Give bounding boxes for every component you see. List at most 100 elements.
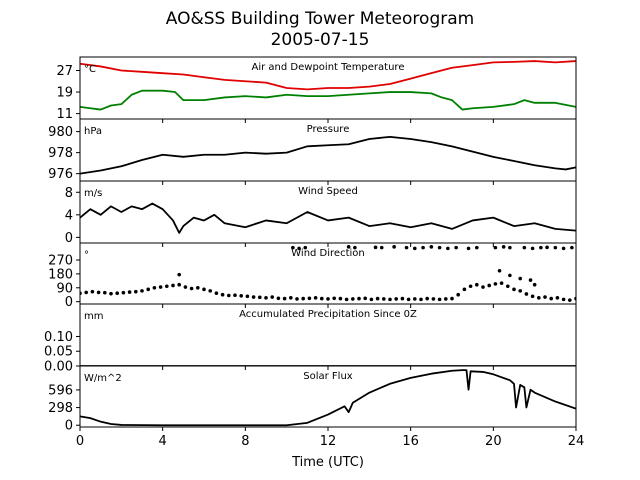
point-wdir-56	[425, 296, 430, 301]
y-tick-label-temp-2: 27	[56, 64, 73, 79]
point-wdir-103	[530, 246, 535, 251]
point-wdir-70	[512, 287, 516, 292]
point-wdir-107	[561, 246, 566, 251]
point-wdir-37	[307, 296, 312, 301]
point-wdir-4	[103, 290, 107, 295]
point-wdir-81	[177, 272, 181, 277]
point-wdir-76	[549, 296, 553, 301]
series-line-solar-0	[80, 369, 576, 427]
point-wdir-110	[508, 273, 512, 278]
chart-title: AO&SS Building Tower Meteorogram	[166, 9, 474, 29]
y-tick-label-wspd-0: 0	[65, 231, 73, 246]
point-wdir-47	[369, 297, 374, 302]
point-wdir-97	[466, 246, 471, 251]
point-wdir-57	[431, 297, 436, 301]
panel-solar: 0 298 596 Solar Flux W/m^2	[48, 365, 577, 434]
y-tick-label-solar-2: 596	[48, 383, 73, 398]
y-tick-label-prec-2: 0.10	[44, 330, 73, 345]
panel-unit-solar: W/m^2	[84, 373, 122, 384]
point-wdir-104	[539, 245, 543, 250]
point-wdir-96	[454, 245, 458, 250]
point-wdir-93	[429, 245, 434, 249]
y-tick-label-pres-1: 978	[48, 146, 73, 161]
point-wdir-101	[508, 245, 512, 250]
point-wdir-64	[475, 282, 479, 287]
point-wdir-15	[171, 283, 175, 288]
y-tick-label-pres-2: 980	[48, 125, 73, 140]
x-tick-label-5: 20	[485, 434, 502, 449]
y-tick-label-temp-1: 19	[56, 86, 73, 101]
point-wdir-36	[301, 296, 306, 301]
point-wdir-51	[394, 297, 399, 301]
panel-unit-prec: mm	[84, 311, 103, 322]
point-wdir-106	[553, 245, 558, 250]
point-wdir-58	[437, 297, 442, 302]
series-line-temp-0	[80, 60, 576, 91]
x-tick-label-2: 8	[241, 434, 249, 449]
point-wdir-102	[522, 245, 527, 250]
point-wdir-69	[506, 284, 510, 289]
panel-title-wspd: Wind Speed	[298, 186, 358, 197]
point-wdir-82	[291, 245, 295, 250]
point-wdir-61	[456, 292, 461, 297]
point-wdir-10	[140, 289, 144, 293]
panel-unit-pres: hPa	[84, 126, 102, 137]
point-wdir-29	[258, 295, 262, 300]
point-wdir-99	[493, 245, 498, 250]
panel-unit-temp: °C	[84, 64, 96, 75]
point-wdir-31	[270, 295, 275, 299]
point-wdir-11	[146, 287, 150, 292]
point-wdir-27	[245, 294, 250, 299]
panel-wspd: 0 4 8 Wind Speed m/s	[65, 180, 577, 247]
point-wdir-91	[413, 246, 417, 251]
point-wdir-55	[419, 297, 423, 302]
point-wdir-112	[528, 278, 533, 282]
point-wdir-86	[353, 245, 357, 250]
point-wdir-12	[152, 285, 157, 290]
point-wdir-20	[202, 287, 206, 292]
series-line-wspd-0	[80, 202, 576, 234]
panel-title-prec: Accumulated Precipitation Since 0Z	[239, 309, 417, 320]
point-wdir-33	[282, 296, 287, 301]
panel-title-temp: Air and Dewpoint Temperature	[252, 62, 405, 73]
point-wdir-38	[313, 296, 318, 300]
point-wdir-25	[233, 293, 237, 297]
point-wdir-1	[84, 290, 88, 295]
y-tick-label-wdir-3: 270	[48, 253, 73, 268]
y-tick-label-wdir-2: 180	[48, 267, 73, 282]
point-wdir-98	[475, 245, 479, 250]
y-tick-label-prec-1: 0.05	[44, 345, 73, 360]
point-wdir-95	[446, 246, 450, 251]
point-wdir-113	[532, 282, 537, 287]
point-wdir-105	[545, 245, 549, 250]
point-wdir-72	[524, 292, 529, 296]
point-wdir-2	[90, 289, 95, 294]
point-wdir-9	[134, 289, 138, 294]
panel-unit-wspd: m/s	[84, 188, 102, 199]
x-tick-label-3: 12	[320, 434, 337, 449]
point-wdir-66	[487, 283, 492, 288]
panel-title-solar: Solar Flux	[303, 371, 353, 382]
point-wdir-59	[444, 297, 448, 301]
panel-title-pres: Pressure	[307, 124, 350, 135]
point-wdir-39	[320, 296, 324, 301]
point-wdir-34	[289, 296, 293, 300]
series-wdir-0	[80, 245, 576, 302]
point-wdir-84	[303, 245, 308, 250]
point-wdir-5	[109, 291, 113, 296]
point-wdir-68	[499, 281, 504, 285]
chart-subtitle: 2005-07-15	[271, 30, 370, 50]
point-wdir-65	[481, 285, 485, 289]
y-tick-label-solar-1: 298	[48, 401, 73, 416]
point-wdir-42	[338, 296, 343, 301]
point-wdir-24	[227, 293, 231, 298]
point-wdir-52	[400, 296, 405, 301]
point-wdir-8	[127, 290, 132, 294]
point-wdir-62	[462, 287, 467, 292]
point-wdir-28	[251, 295, 256, 299]
point-wdir-35	[295, 297, 299, 301]
y-tick-label-prec-0: 0.00	[44, 360, 73, 375]
point-wdir-22	[214, 291, 219, 295]
x-axis: 0 4 8 12 16 20 24	[76, 434, 584, 449]
